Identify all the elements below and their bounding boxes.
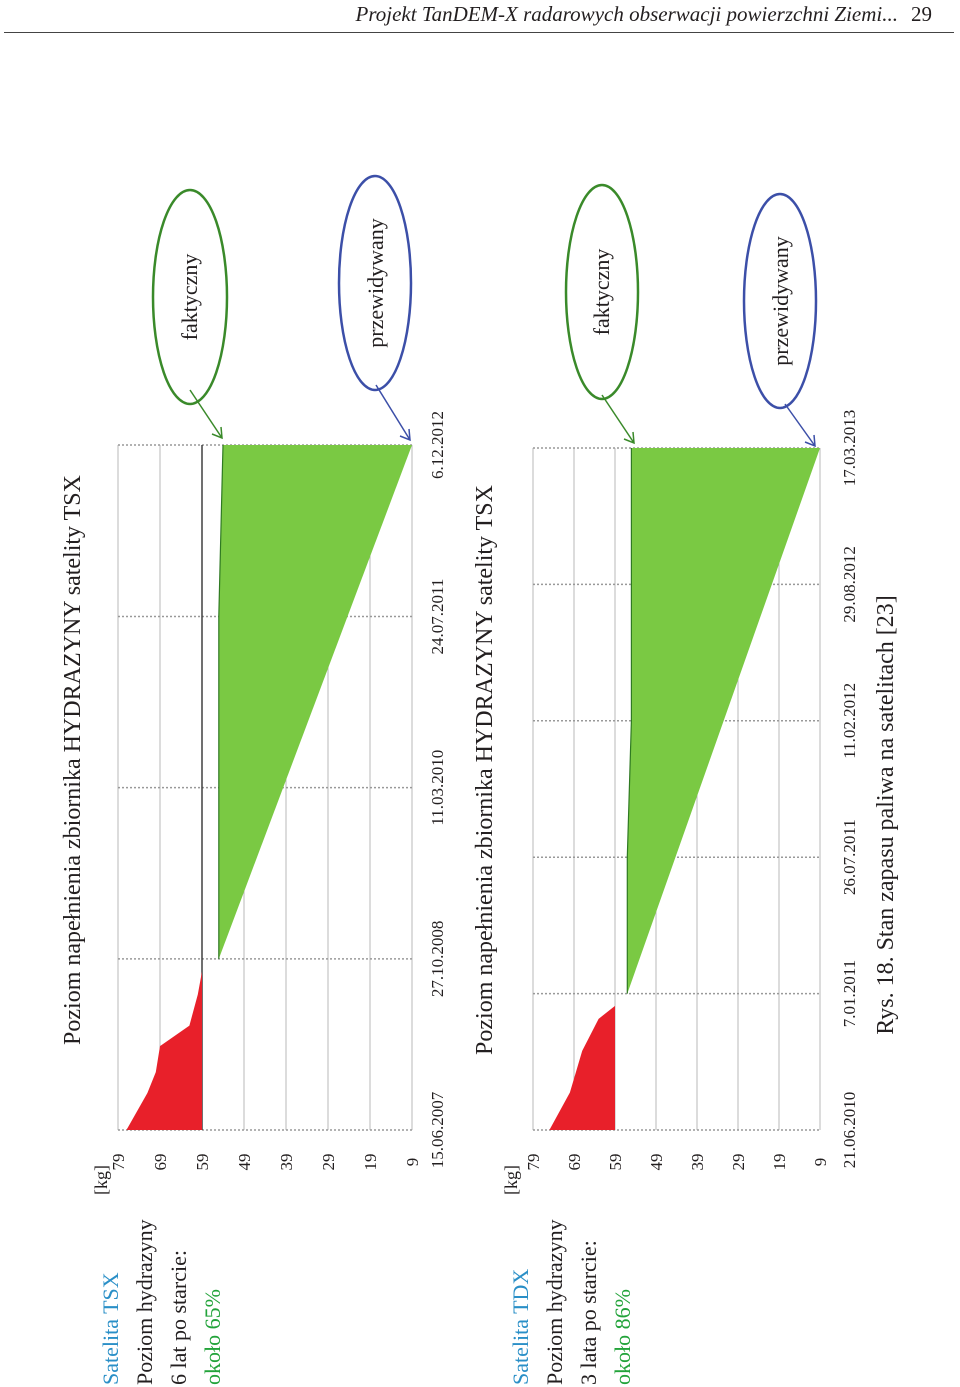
legend-line-1: Poziom hydrazyny <box>132 1219 157 1385</box>
x-tick-label: 27.10.2008 <box>428 921 447 998</box>
actual-arrowhead <box>623 431 635 445</box>
x-tick-label: 29.08.2012 <box>840 546 859 623</box>
predicted-label: przewidywany <box>363 218 388 348</box>
x-tick-label: 26.07.2011 <box>840 819 859 895</box>
x-tick-label: 15.06.2007 <box>428 1091 447 1168</box>
y-tick-label: 19 <box>361 1154 380 1171</box>
x-tick-label: 7.01.2011 <box>840 960 859 1027</box>
area-actual <box>218 445 412 959</box>
y-tick-label: 79 <box>524 1154 543 1171</box>
callout-actual: faktyczny <box>564 183 640 445</box>
chart-panel-tdx: 79 69 59 49 39 29 19 9 21.06.2010 7.01.2011 26.07… <box>472 183 859 1385</box>
area-fills <box>126 444 412 1130</box>
x-tick-label: 17.03.2013 <box>840 410 859 487</box>
y-tick-label: 49 <box>647 1154 666 1171</box>
actual-ellipse <box>151 188 229 406</box>
y-tick-label: 39 <box>688 1154 707 1171</box>
y-tick-label: 29 <box>319 1154 338 1171</box>
y-axis-unit: [kg] <box>91 1165 111 1195</box>
y-tick-labels: 79 69 59 49 39 29 19 9 <box>524 1154 830 1171</box>
area-fills <box>549 448 820 1130</box>
y-tick-label: 19 <box>770 1154 789 1171</box>
satellite-name: Satelita TDX <box>508 1269 533 1385</box>
callout-predicted: przewidywany <box>337 174 413 442</box>
predicted-arrow <box>375 384 411 441</box>
y-tick-label: 9 <box>811 1158 830 1167</box>
x-tick-labels: 21.06.2010 7.01.2011 26.07.2011 11.02.2012 2… <box>840 410 859 1169</box>
legend-percent: około 86% <box>610 1289 635 1385</box>
y-tick-label: 49 <box>235 1154 254 1171</box>
legend-percent: około 65% <box>200 1289 225 1385</box>
predicted-arrow <box>784 403 816 447</box>
y-tick-label: 59 <box>193 1154 212 1171</box>
area-actual <box>627 448 820 994</box>
y-tick-label: 79 <box>109 1154 128 1171</box>
y-tick-label: 69 <box>565 1154 584 1171</box>
chart-panel-tsx: 79 69 59 49 39 29 19 9 15.06.2007 27.10.2008 11.0… <box>60 174 447 1385</box>
x-tick-label: 21.06.2010 <box>840 1092 859 1169</box>
header-rule <box>4 32 954 33</box>
chart-title: Poziom napełnienia zbiornika HYDRAZYNY s… <box>472 485 498 1055</box>
x-tick-labels: 15.06.2007 27.10.2008 11.03.2010 24.07.2011… <box>428 411 447 1168</box>
series-actual-line <box>626 448 633 994</box>
side-legend: Satelita TSX Poziom hydrazyny 6 lat po s… <box>98 1219 225 1385</box>
x-tick-label: 11.03.2010 <box>428 750 447 826</box>
y-axis-unit: [kg] <box>501 1165 521 1195</box>
actual-label: faktyczny <box>177 254 202 341</box>
predicted-arrowhead <box>804 434 816 448</box>
callout-actual: faktyczny <box>151 188 229 440</box>
legend-line-1: Poziom hydrazyny <box>542 1219 567 1385</box>
callout-predicted: przewidywany <box>742 192 818 448</box>
y-tick-labels: 79 69 59 49 39 29 19 9 <box>109 1154 422 1171</box>
area-history <box>549 1005 615 1130</box>
y-tick-label: 69 <box>151 1154 170 1171</box>
x-tick-label: 6.12.2012 <box>428 411 447 479</box>
actual-arrow <box>601 394 635 444</box>
y-tick-label: 59 <box>606 1154 625 1171</box>
x-tick-label: 24.07.2011 <box>428 579 447 655</box>
running-header: Projekt TanDEM-X radarowych obserwacji p… <box>355 2 898 26</box>
actual-ellipse <box>564 183 640 401</box>
actual-arrow <box>189 389 223 439</box>
side-legend: Satelita TDX Poziom hydrazyny 3 lata po … <box>508 1219 635 1385</box>
y-tick-label: 29 <box>729 1154 748 1171</box>
chart-title: Poziom napełnienia zbiornika HYDRAZYNY s… <box>60 475 86 1045</box>
figure-caption: Rys. 18. Stan zapasu paliwa na satelitac… <box>873 595 899 1035</box>
satellite-name: Satelita TSX <box>98 1272 123 1385</box>
area-history <box>126 971 202 1130</box>
legend-line-2: 3 lata po starcie: <box>576 1240 601 1385</box>
actual-label: faktyczny <box>589 249 614 336</box>
series-actual-line <box>218 444 224 959</box>
y-tick-label: 39 <box>277 1154 296 1171</box>
predicted-arrowhead <box>399 428 411 442</box>
legend-line-2: 6 lat po starcie: <box>166 1250 191 1385</box>
y-tick-label: 9 <box>403 1158 422 1167</box>
actual-arrowhead <box>211 426 223 440</box>
x-tick-label: 11.02.2012 <box>840 683 859 759</box>
predicted-ellipse <box>337 174 413 392</box>
predicted-ellipse <box>742 192 818 410</box>
page-number: 29 <box>911 2 932 26</box>
predicted-label: przewidywany <box>768 236 793 366</box>
